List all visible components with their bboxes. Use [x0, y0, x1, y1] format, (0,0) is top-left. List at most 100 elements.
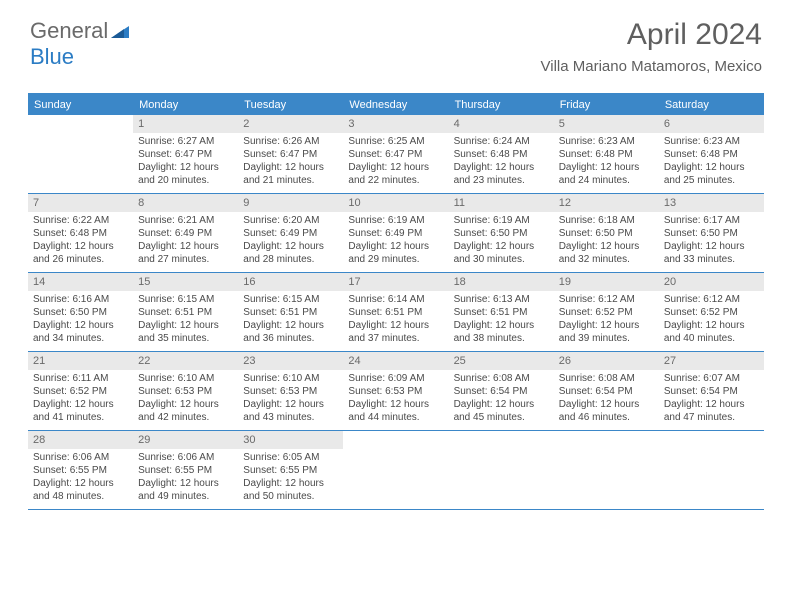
daylight: Daylight: 12 hours and 30 minutes.: [454, 240, 549, 266]
sunset: Sunset: 6:51 PM: [243, 306, 338, 319]
day-body: Sunrise: 6:23 AMSunset: 6:48 PMDaylight:…: [554, 133, 659, 192]
daylight: Daylight: 12 hours and 42 minutes.: [138, 398, 233, 424]
sunrise: Sunrise: 6:23 AM: [559, 135, 654, 148]
day-body: [659, 449, 764, 456]
day-cell: [659, 431, 764, 509]
sunrise: Sunrise: 6:19 AM: [454, 214, 549, 227]
sunset: Sunset: 6:49 PM: [243, 227, 338, 240]
daylight: Daylight: 12 hours and 26 minutes.: [33, 240, 128, 266]
dow-wed: Wednesday: [343, 95, 448, 115]
sunset: Sunset: 6:52 PM: [33, 385, 128, 398]
day-cell: 24Sunrise: 6:09 AMSunset: 6:53 PMDayligh…: [343, 352, 448, 430]
day-number: 12: [554, 194, 659, 212]
day-number: 27: [659, 352, 764, 370]
sunrise: Sunrise: 6:16 AM: [33, 293, 128, 306]
day-body: Sunrise: 6:15 AMSunset: 6:51 PMDaylight:…: [133, 291, 238, 350]
day-cell: 10Sunrise: 6:19 AMSunset: 6:49 PMDayligh…: [343, 194, 448, 272]
day-body: Sunrise: 6:24 AMSunset: 6:48 PMDaylight:…: [449, 133, 554, 192]
day-number: 16: [238, 273, 343, 291]
day-body: Sunrise: 6:07 AMSunset: 6:54 PMDaylight:…: [659, 370, 764, 429]
sunset: Sunset: 6:47 PM: [138, 148, 233, 161]
day-cell: 3Sunrise: 6:25 AMSunset: 6:47 PMDaylight…: [343, 115, 448, 193]
sunset: Sunset: 6:51 PM: [138, 306, 233, 319]
sunrise: Sunrise: 6:06 AM: [33, 451, 128, 464]
daylight: Daylight: 12 hours and 50 minutes.: [243, 477, 338, 503]
sunset: Sunset: 6:50 PM: [33, 306, 128, 319]
daylight: Daylight: 12 hours and 39 minutes.: [559, 319, 654, 345]
day-number: 17: [343, 273, 448, 291]
day-body: [343, 449, 448, 456]
day-body: Sunrise: 6:11 AMSunset: 6:52 PMDaylight:…: [28, 370, 133, 429]
day-cell: 26Sunrise: 6:08 AMSunset: 6:54 PMDayligh…: [554, 352, 659, 430]
header: General April 2024 Villa Mariano Matamor…: [0, 0, 792, 83]
sunrise: Sunrise: 6:21 AM: [138, 214, 233, 227]
sunrise: Sunrise: 6:24 AM: [454, 135, 549, 148]
daylight: Daylight: 12 hours and 44 minutes.: [348, 398, 443, 424]
sunrise: Sunrise: 6:23 AM: [664, 135, 759, 148]
day-number: [554, 431, 659, 449]
day-number: [343, 431, 448, 449]
day-body: [449, 449, 554, 456]
sunrise: Sunrise: 6:15 AM: [138, 293, 233, 306]
page-title: April 2024: [541, 18, 762, 52]
daylight: Daylight: 12 hours and 37 minutes.: [348, 319, 443, 345]
day-cell: [449, 431, 554, 509]
day-body: Sunrise: 6:20 AMSunset: 6:49 PMDaylight:…: [238, 212, 343, 271]
sunrise: Sunrise: 6:12 AM: [664, 293, 759, 306]
day-cell: 20Sunrise: 6:12 AMSunset: 6:52 PMDayligh…: [659, 273, 764, 351]
sunrise: Sunrise: 6:12 AM: [559, 293, 654, 306]
daylight: Daylight: 12 hours and 49 minutes.: [138, 477, 233, 503]
dow-fri: Friday: [554, 95, 659, 115]
daylight: Daylight: 12 hours and 24 minutes.: [559, 161, 654, 187]
day-cell: 1Sunrise: 6:27 AMSunset: 6:47 PMDaylight…: [133, 115, 238, 193]
day-cell: 21Sunrise: 6:11 AMSunset: 6:52 PMDayligh…: [28, 352, 133, 430]
day-cell: 22Sunrise: 6:10 AMSunset: 6:53 PMDayligh…: [133, 352, 238, 430]
day-body: [554, 449, 659, 456]
day-body: Sunrise: 6:08 AMSunset: 6:54 PMDaylight:…: [449, 370, 554, 429]
day-body: Sunrise: 6:09 AMSunset: 6:53 PMDaylight:…: [343, 370, 448, 429]
sunset: Sunset: 6:51 PM: [348, 306, 443, 319]
sunset: Sunset: 6:52 PM: [664, 306, 759, 319]
week-row: 1Sunrise: 6:27 AMSunset: 6:47 PMDaylight…: [28, 115, 764, 194]
week-row: 14Sunrise: 6:16 AMSunset: 6:50 PMDayligh…: [28, 273, 764, 352]
sunset: Sunset: 6:48 PM: [33, 227, 128, 240]
day-body: Sunrise: 6:19 AMSunset: 6:49 PMDaylight:…: [343, 212, 448, 271]
sunset: Sunset: 6:55 PM: [243, 464, 338, 477]
daylight: Daylight: 12 hours and 28 minutes.: [243, 240, 338, 266]
day-body: Sunrise: 6:10 AMSunset: 6:53 PMDaylight:…: [238, 370, 343, 429]
sunset: Sunset: 6:55 PM: [33, 464, 128, 477]
sunrise: Sunrise: 6:19 AM: [348, 214, 443, 227]
sunrise: Sunrise: 6:10 AM: [138, 372, 233, 385]
sunrise: Sunrise: 6:08 AM: [454, 372, 549, 385]
day-number: 15: [133, 273, 238, 291]
day-body: Sunrise: 6:10 AMSunset: 6:53 PMDaylight:…: [133, 370, 238, 429]
daylight: Daylight: 12 hours and 27 minutes.: [138, 240, 233, 266]
daylight: Daylight: 12 hours and 23 minutes.: [454, 161, 549, 187]
day-body: Sunrise: 6:06 AMSunset: 6:55 PMDaylight:…: [28, 449, 133, 508]
day-number: 28: [28, 431, 133, 449]
sunset: Sunset: 6:48 PM: [664, 148, 759, 161]
sunset: Sunset: 6:54 PM: [664, 385, 759, 398]
sunrise: Sunrise: 6:17 AM: [664, 214, 759, 227]
sunrise: Sunrise: 6:15 AM: [243, 293, 338, 306]
sunrise: Sunrise: 6:27 AM: [138, 135, 233, 148]
day-body: Sunrise: 6:21 AMSunset: 6:49 PMDaylight:…: [133, 212, 238, 271]
day-body: Sunrise: 6:26 AMSunset: 6:47 PMDaylight:…: [238, 133, 343, 192]
sunrise: Sunrise: 6:14 AM: [348, 293, 443, 306]
daylight: Daylight: 12 hours and 47 minutes.: [664, 398, 759, 424]
daylight: Daylight: 12 hours and 21 minutes.: [243, 161, 338, 187]
day-cell: 12Sunrise: 6:18 AMSunset: 6:50 PMDayligh…: [554, 194, 659, 272]
week-row: 7Sunrise: 6:22 AMSunset: 6:48 PMDaylight…: [28, 194, 764, 273]
day-cell: 11Sunrise: 6:19 AMSunset: 6:50 PMDayligh…: [449, 194, 554, 272]
dow-tue: Tuesday: [238, 95, 343, 115]
day-number: 19: [554, 273, 659, 291]
sunset: Sunset: 6:54 PM: [559, 385, 654, 398]
day-cell: 17Sunrise: 6:14 AMSunset: 6:51 PMDayligh…: [343, 273, 448, 351]
sunrise: Sunrise: 6:09 AM: [348, 372, 443, 385]
sunrise: Sunrise: 6:13 AM: [454, 293, 549, 306]
day-number: 25: [449, 352, 554, 370]
day-body: Sunrise: 6:14 AMSunset: 6:51 PMDaylight:…: [343, 291, 448, 350]
daylight: Daylight: 12 hours and 20 minutes.: [138, 161, 233, 187]
day-number: 21: [28, 352, 133, 370]
sunrise: Sunrise: 6:05 AM: [243, 451, 338, 464]
